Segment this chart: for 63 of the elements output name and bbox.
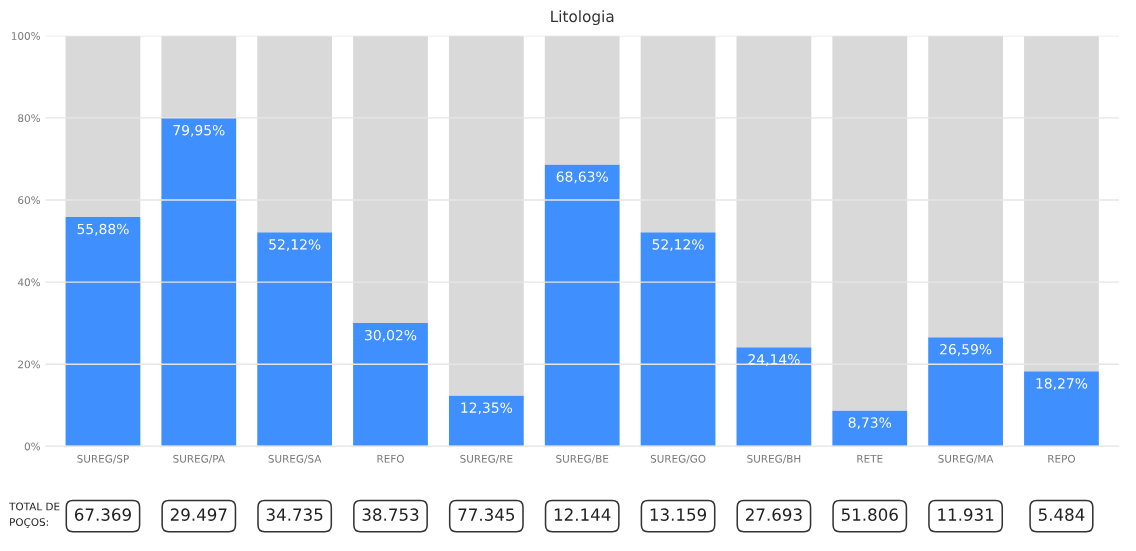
- bar: [928, 337, 1003, 447]
- text: 27.693: [745, 508, 802, 521]
- data-label: 26,59%: [940, 343, 992, 356]
- bar: [640, 232, 716, 447]
- bar: [161, 118, 237, 447]
- bar: [65, 216, 141, 447]
- x-tick-label: REPO: [1048, 454, 1076, 463]
- bar: [161, 35, 237, 119]
- y-tick-label: 40%: [17, 278, 40, 287]
- bar: [65, 35, 141, 217]
- data-label: 12,35%: [461, 402, 513, 415]
- bar: [736, 347, 812, 447]
- bar: [736, 35, 812, 348]
- x-tick-label: SUREG/MA: [938, 454, 994, 464]
- bar: [640, 35, 716, 233]
- data-label: 55,88%: [77, 223, 129, 236]
- x-tick-label: RETE: [857, 454, 883, 463]
- data-label: 8,73%: [848, 417, 892, 430]
- data-label: 30,02%: [365, 329, 417, 342]
- text: 34.735: [266, 508, 323, 521]
- y-tick-label: 80%: [18, 114, 40, 123]
- bar: [1024, 35, 1099, 372]
- y-tick-label: 100%: [11, 32, 40, 40]
- text: 51.806: [841, 508, 898, 521]
- text: 77.345: [458, 508, 515, 521]
- text: 29.497: [170, 508, 227, 521]
- bar: [353, 323, 428, 447]
- data-label: 52,12%: [269, 239, 321, 252]
- bar: [1024, 371, 1099, 447]
- y-tick-label: 60%: [18, 196, 40, 205]
- data-label: 68,63%: [556, 171, 608, 184]
- data-label: 24,14%: [748, 354, 800, 366]
- bar: [353, 35, 428, 324]
- bar: [544, 164, 620, 447]
- x-tick-label: SUREG/BE: [556, 454, 609, 464]
- data-label: 79,95%: [173, 124, 225, 137]
- x-tick-label: SUREG/PA: [173, 454, 225, 464]
- x-tick-label: SUREG/GO: [650, 454, 706, 464]
- x-tick-label: REFO: [377, 454, 404, 463]
- y-tick-label: 0%: [24, 442, 40, 451]
- x-tick-label: SUREG/SA: [268, 454, 322, 464]
- bar: [928, 35, 1003, 338]
- bar: [448, 35, 524, 396]
- chart-title: Litologia: [551, 10, 614, 26]
- text: 38.753: [362, 508, 419, 521]
- text: 5.484: [1038, 508, 1085, 521]
- bar: [257, 232, 333, 447]
- text: 11.931: [938, 508, 994, 521]
- y-tick-label: 20%: [18, 360, 40, 369]
- text: 12.144: [554, 508, 611, 521]
- bar: [448, 395, 524, 447]
- x-tick-label: SUREG/RE: [460, 454, 513, 464]
- bar: [544, 35, 620, 165]
- text: 13.159: [650, 508, 707, 521]
- text: TOTAL DE POÇOS:: [9, 502, 60, 528]
- x-tick-label: SUREG/SP: [77, 454, 129, 464]
- data-label: 18,27%: [1036, 378, 1088, 391]
- bar: [257, 35, 333, 233]
- text: 67.369: [74, 508, 131, 521]
- bar: [832, 35, 908, 411]
- bar: [832, 410, 908, 447]
- x-tick-label: SUREG/BH: [747, 454, 801, 464]
- data-label: 52,12%: [652, 239, 704, 252]
